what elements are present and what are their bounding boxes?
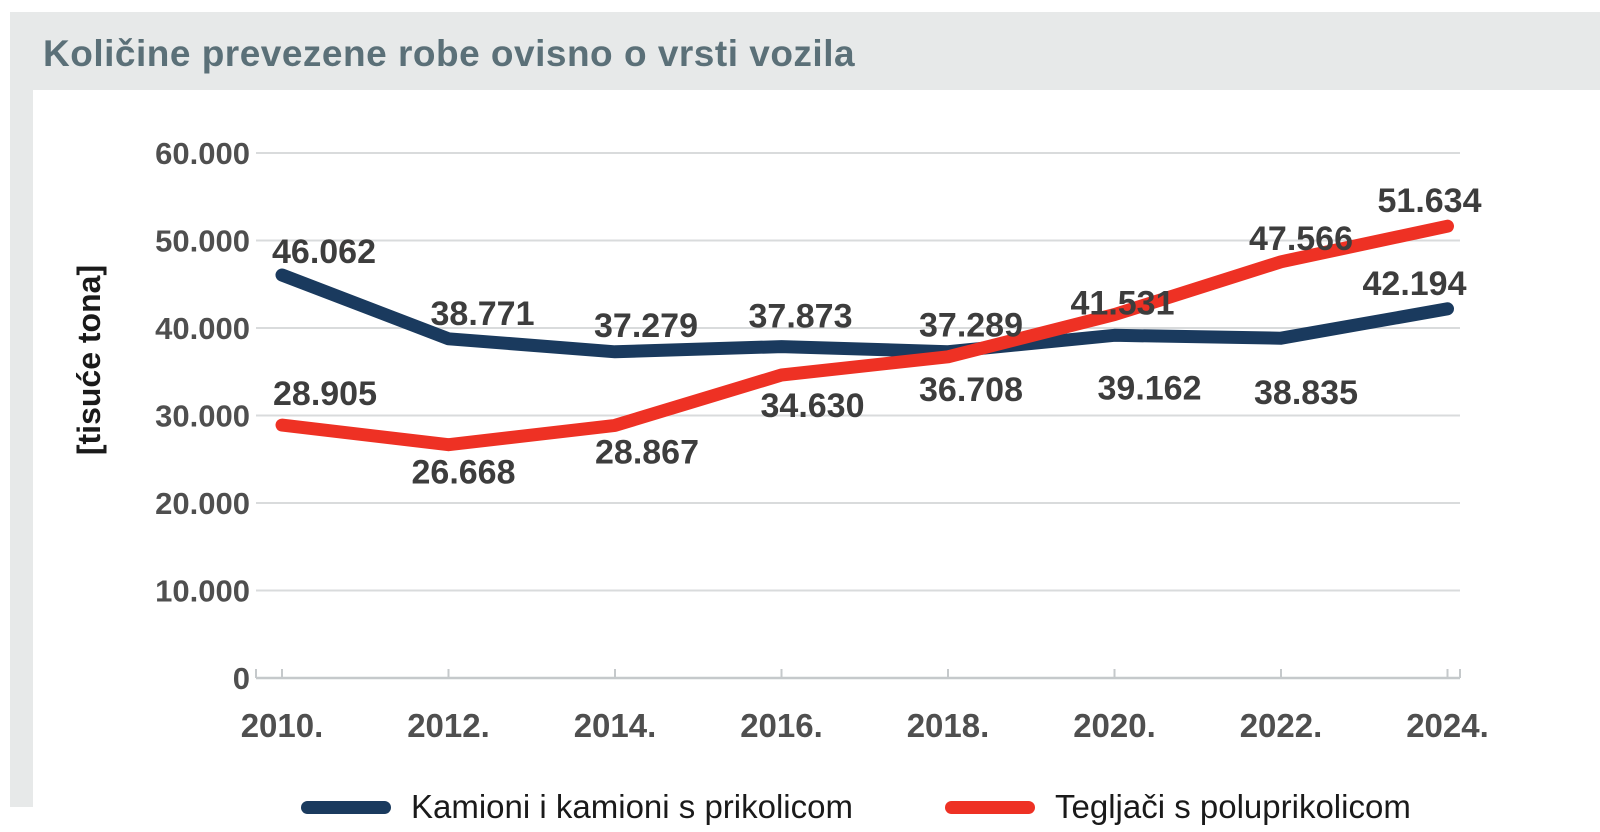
data-label-0-6: 38.835 [1254, 374, 1358, 412]
legend-label-tegljaci: Tegljači s poluprikolicom [1055, 788, 1411, 825]
series-line-1 [275, 219, 1454, 452]
data-label-0-5: 39.162 [1098, 369, 1202, 407]
x-tick-label: 2022. [1240, 707, 1323, 744]
x-tick-label: 2020. [1073, 707, 1156, 744]
legend-label-kamioni: Kamioni i kamioni s prikolicom [411, 788, 853, 825]
data-label-0-2: 37.279 [594, 307, 698, 345]
y-tick-label: 10.000 [155, 574, 250, 609]
y-tick-label: 30.000 [155, 399, 250, 434]
legend-swatch-kamioni [301, 800, 391, 814]
series-line-0 [275, 268, 1454, 359]
chart-panel [33, 90, 1600, 807]
x-tick-label: 2016. [740, 707, 823, 744]
chart-title: Količine prevezene robe ovisno o vrsti v… [43, 33, 856, 74]
data-label-1-3: 34.630 [761, 387, 865, 425]
x-tick-label: 2024. [1406, 707, 1489, 744]
x-tick-label: 2014. [574, 707, 657, 744]
data-label-1-0: 28.905 [273, 375, 377, 413]
data-label-0-3: 37.873 [749, 298, 853, 336]
data-label-0-4: 37.289 [919, 307, 1023, 345]
legend-item-tegljaci: Tegljači s poluprikolicom [945, 788, 1411, 826]
y-tick-label: 50.000 [155, 224, 250, 259]
x-tick-label: 2012. [407, 707, 490, 744]
data-label-1-1: 26.668 [412, 454, 516, 492]
y-axis-title: [tisuće tona] [71, 265, 107, 455]
y-tick-label: 60.000 [155, 136, 250, 171]
x-tick-label: 2018. [907, 707, 990, 744]
data-label-1-4: 36.708 [919, 371, 1023, 409]
chart-legend: Kamioni i kamioni s prikolicom Tegljači … [0, 788, 1600, 828]
x-tick-label: 2010. [241, 707, 324, 744]
data-label-1-5: 41.531 [1071, 285, 1175, 323]
data-label-1-7: 51.634 [1378, 182, 1482, 220]
y-tick-label: 20.000 [155, 486, 250, 521]
data-label-0-7: 42.194 [1363, 265, 1467, 303]
legend-swatch-tegljaci [945, 800, 1035, 814]
legend-item-kamioni: Kamioni i kamioni s prikolicom [301, 788, 853, 826]
data-label-1-6: 47.566 [1249, 220, 1353, 258]
data-label-1-2: 28.867 [595, 433, 699, 471]
y-tick-label: 0 [233, 661, 250, 696]
data-label-0-1: 38.771 [431, 295, 535, 333]
data-label-0-0: 46.062 [272, 233, 376, 271]
y-tick-label: 40.000 [155, 311, 250, 346]
